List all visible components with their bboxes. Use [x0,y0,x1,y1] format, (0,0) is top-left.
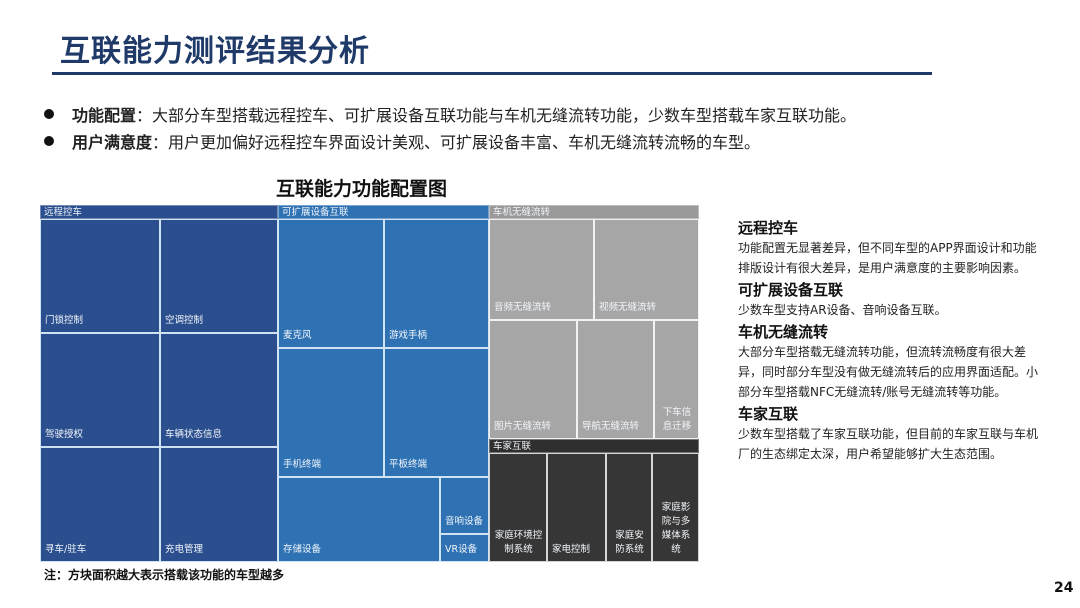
treemap-cell: 下车信 息迁移 [654,320,699,439]
treemap-cell: 游戏手柄 [384,219,489,348]
cell-label-line: 防系统 [615,544,644,555]
cell-label-line: 制系统 [504,544,533,555]
bullet-sep: ： [152,132,169,152]
treemap-cell: 视频无缝流转 [594,219,699,320]
section-text: 大部分车型搭载无缝流转功能，但流转流畅度有很大差异，同时部分车型没有做无缝流转后… [738,345,1039,399]
bullet-text: 大部分车型搭载远程控车、可扩展设备互联功能与车机无缝流转功能，少数车型搭载车家互… [152,105,857,125]
treemap-group-header-car-home: 车家互联 [489,439,699,453]
treemap-cell: 麦克风 [278,219,384,348]
cell-label: 手机终端 [283,459,322,470]
treemap-cell: 音频无缝流转 [489,219,594,320]
bullet-sep: ： [136,105,153,125]
title-divider [52,72,932,75]
cell-label: 导航无缝流转 [582,421,640,432]
section-heading: 远程控车 [738,219,799,237]
summary-bullets: 功能配置 ： 大部分车型搭载远程控车、可扩展设备互联功能与车机无缝流转功能，少数… [44,100,1044,154]
section-text: 少数车型搭载了车家互联功能，但目前的车家互联与车机厂的生态绑定太深，用户希望能够… [738,427,1039,461]
cell-label: 视频无缝流转 [599,302,657,313]
treemap-cell: 家庭影院与多媒体系统 [652,453,699,562]
cell-label-line: 家庭影 [661,502,691,513]
cell-label-line: 家庭安 [615,530,644,541]
treemap-chart: 远程控车 门锁控制 空调控制 驾驶授权 车辆状态信息 寻车/驻车 充电管理 可扩… [40,205,700,562]
treemap-cell: 空调控制 [160,219,278,333]
bullet-dot-icon [44,135,54,146]
cell-label: 存储设备 [283,544,322,555]
treemap-group-header-remote-control: 远程控车 [40,205,278,219]
treemap-cell: 家庭环境控 制系统 [489,453,547,562]
cell-label: 麦克风 [283,330,312,341]
cell-label: 音响设备 [445,516,484,527]
cell-label: 家庭安 防系统 [615,529,644,557]
cell-label: 家庭环境控 制系统 [495,529,543,557]
cell-label: VR设备 [445,544,478,555]
treemap-group-header-seamless-flow: 车机无缝流转 [489,205,699,219]
section-heading: 车机无缝流转 [738,323,829,341]
page-number: 24 [1054,580,1074,596]
chart-note: 注：方块面积越大表示搭载该功能的车型越多 [44,568,285,582]
treemap-cell: 图片无缝流转 [489,320,577,439]
cell-label: 充电管理 [165,544,204,555]
cell-label: 驾驶授权 [45,429,84,440]
cell-label: 音频无缝流转 [494,302,552,313]
cell-label: 游戏手柄 [389,330,428,341]
cell-label-line: 媒体系 [661,530,691,541]
cell-label: 家庭影院与多媒体系统 [662,501,691,557]
chart-title: 互联能力功能配置图 [276,178,448,200]
section-heading: 车家互联 [738,405,799,423]
section-text: 少数车型支持AR设备、音响设备互联。 [738,303,947,317]
cell-label: 门锁控制 [45,315,84,326]
section-text: 功能配置无显著差异，但不同车型的APP界面设计和功能排版设计有很大差异，是用户满… [738,241,1037,275]
treemap-cell: 家电控制 [547,453,606,562]
cell-label: 家电控制 [552,544,591,555]
treemap-cell: 导航无缝流转 [577,320,654,439]
treemap-cell: 寻车/驻车 [40,447,160,562]
cell-label-line: 院与多 [661,516,691,527]
treemap-group-header-expandable-devices: 可扩展设备互联 [278,205,489,219]
treemap-cell: 车辆状态信息 [160,333,278,447]
bullet-dot-icon [44,108,54,119]
treemap-cell: 驾驶授权 [40,333,160,447]
treemap-cell: 门锁控制 [40,219,160,333]
cell-label-line: 下车信 [662,407,692,418]
treemap-cell: 家庭安 防系统 [606,453,652,562]
treemap-cell: 存储设备 [278,477,440,562]
bullet-item: 功能配置 ： 大部分车型搭载远程控车、可扩展设备互联功能与车机无缝流转功能，少数… [44,100,1044,127]
cell-label: 下车信 息迁移 [663,406,692,434]
cell-label-line: 息迁移 [662,421,692,432]
cell-label: 寻车/驻车 [45,544,87,555]
cell-label-line: 统 [671,544,681,555]
treemap-cell: 手机终端 [278,348,384,477]
treemap-cell: VR设备 [440,534,489,562]
analysis-panel: 远程控车 功能配置无显著差异，但不同车型的APP界面设计和功能排版设计有很大差异… [738,216,1048,464]
page-title: 互联能力测评结果分析 [60,34,370,69]
cell-label: 车辆状态信息 [165,429,223,440]
bullet-key: 功能配置 [72,105,137,125]
cell-label: 空调控制 [165,315,204,326]
section-heading: 可扩展设备互联 [738,281,844,299]
treemap-cell: 充电管理 [160,447,278,562]
cell-label-line: 家庭环境控 [494,530,543,541]
cell-label: 图片无缝流转 [494,421,552,432]
bullet-key: 用户满意度 [72,132,153,152]
bullet-item: 用户满意度 ： 用户更加偏好远程控车界面设计美观、可扩展设备丰富、车机无缝流转流… [44,127,1044,154]
cell-label: 平板终端 [389,459,428,470]
bullet-text: 用户更加偏好远程控车界面设计美观、可扩展设备丰富、车机无缝流转流畅的车型。 [168,132,761,152]
treemap-cell: 音响设备 [440,477,489,534]
treemap-cell: 平板终端 [384,348,489,477]
